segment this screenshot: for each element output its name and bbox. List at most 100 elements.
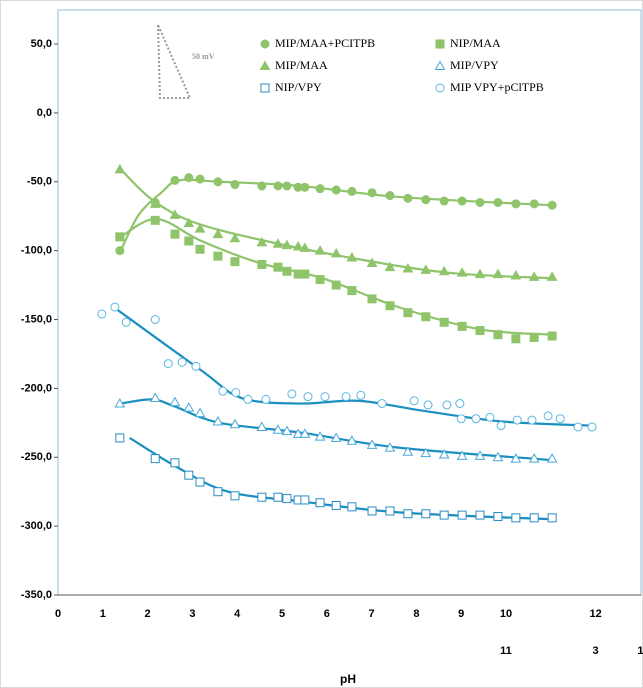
x-axis-title: pH (340, 672, 356, 686)
data-point (170, 175, 180, 185)
data-point (547, 331, 557, 341)
data-point (456, 450, 468, 460)
data-point (421, 195, 431, 205)
data-point (287, 389, 297, 399)
data-point (456, 267, 468, 277)
x-tick-label: 7 (369, 608, 375, 620)
data-point (114, 163, 126, 174)
data-point (496, 421, 506, 431)
data-point (183, 217, 195, 228)
data-point (367, 188, 377, 198)
data-point (300, 182, 310, 192)
x-tick-label: 3 (593, 645, 599, 657)
data-point (150, 454, 160, 464)
data-point (229, 232, 241, 243)
data-point (184, 173, 194, 183)
data-point (212, 228, 224, 239)
data-point (169, 396, 181, 407)
data-point (485, 412, 495, 422)
data-point (347, 286, 357, 296)
data-point (475, 326, 485, 336)
data-point (273, 492, 283, 502)
data-point (528, 453, 540, 463)
data-point (213, 177, 223, 187)
data-point (492, 268, 504, 279)
legend-marker (434, 60, 446, 70)
data-point (402, 263, 414, 273)
y-tick-label: -250,0 (21, 451, 52, 463)
y-tick-label: -200,0 (21, 382, 52, 394)
data-point (292, 240, 304, 251)
data-point (261, 394, 271, 404)
data-point (256, 421, 268, 431)
data-point (420, 264, 432, 274)
data-point (282, 494, 292, 504)
data-point (194, 223, 206, 233)
x-tick-label: 10 (500, 608, 512, 620)
data-point (194, 407, 206, 418)
x-tick-label: 12 (589, 608, 601, 620)
data-point (273, 262, 283, 272)
data-point (184, 236, 194, 246)
data-point (546, 453, 558, 463)
data-point (218, 386, 228, 396)
data-point (257, 259, 267, 269)
data-point (195, 174, 205, 184)
data-point (493, 330, 503, 340)
data-point (511, 199, 521, 209)
data-point (121, 317, 131, 327)
data-point (281, 425, 293, 436)
scale-bar (157, 24, 192, 99)
data-point (385, 191, 395, 201)
data-point (403, 193, 413, 203)
data-point (114, 398, 126, 408)
legend-marker (260, 83, 270, 93)
data-point (195, 477, 205, 487)
data-point (420, 447, 432, 458)
data-point (510, 269, 522, 280)
data-point (510, 453, 522, 463)
data-point (471, 414, 481, 424)
y-tick-label: -300,0 (21, 520, 52, 532)
data-point (115, 246, 125, 256)
data-point (511, 513, 521, 523)
data-point (115, 232, 125, 242)
data-point (475, 510, 485, 520)
data-point (256, 236, 268, 247)
data-point (110, 302, 120, 312)
data-point (331, 185, 341, 195)
data-point (292, 428, 304, 438)
data-point (384, 261, 396, 272)
x-tick-label: 11 (500, 645, 512, 657)
data-point (403, 308, 413, 318)
data-point (421, 312, 431, 322)
data-point (149, 392, 161, 403)
data-point (346, 252, 358, 262)
data-point (281, 239, 293, 250)
y-tick-label: -150,0 (21, 313, 52, 325)
legend-marker (435, 39, 445, 49)
data-point (474, 450, 486, 460)
data-point (529, 513, 539, 523)
data-point (177, 357, 187, 367)
data-point (231, 388, 241, 398)
data-point (314, 245, 326, 255)
data-point (421, 509, 431, 519)
x-tick-label: 9 (458, 608, 464, 620)
x-tick-label: 2 (145, 608, 151, 620)
data-point (474, 268, 486, 279)
data-point (272, 238, 284, 248)
data-point (512, 415, 522, 425)
data-point (213, 251, 223, 261)
data-point (163, 359, 173, 369)
data-point (150, 315, 160, 325)
y-tick-label: 0,0 (37, 107, 52, 119)
data-point (529, 332, 539, 342)
data-point (493, 511, 503, 521)
data-point (543, 411, 553, 421)
x-tick-label: 6 (324, 608, 330, 620)
data-point (457, 196, 467, 206)
data-point (230, 257, 240, 267)
data-point (573, 422, 583, 432)
